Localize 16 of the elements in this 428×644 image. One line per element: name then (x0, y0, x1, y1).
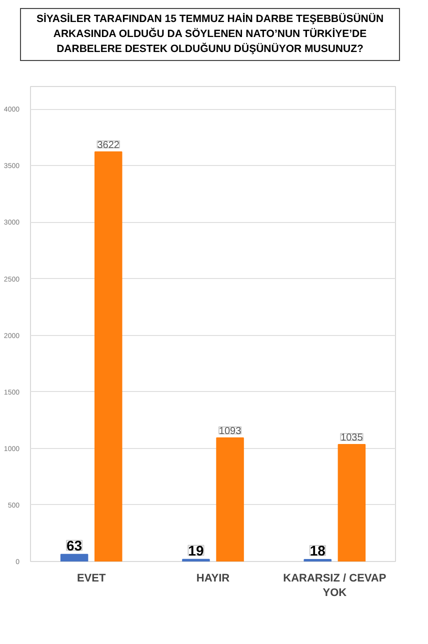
chart-title: SİYASİLER TARAFINDAN 15 TEMMUZ HAİN DARBE TEŞEBBÜSÜNÜN ARKASINDA OLDUĞU DA SÖYLENEN NATO’NUN TÜRKİYE’DE DARBELERE DESTEK OLDUĞUNU DÜŞÜNÜYOR MUSUNUZ? (35, 12, 385, 57)
x-tick-label: EVET (76, 572, 106, 584)
data-label: 3622 (97, 140, 120, 151)
data-label: 1035 (340, 432, 364, 444)
bar (60, 554, 88, 562)
bar (304, 558, 332, 562)
bar (182, 558, 210, 562)
data-label: 19 (188, 542, 204, 558)
x-tick-label: HAYIR (196, 572, 230, 584)
bar (216, 437, 244, 562)
data-label: 18 (310, 542, 326, 558)
bar (94, 151, 122, 562)
data-label: 1093 (218, 426, 242, 437)
bar (338, 444, 366, 562)
data-label: 63 (66, 537, 82, 554)
x-tick-label: KARARSIZ / CEVAP YOK (283, 572, 386, 599)
